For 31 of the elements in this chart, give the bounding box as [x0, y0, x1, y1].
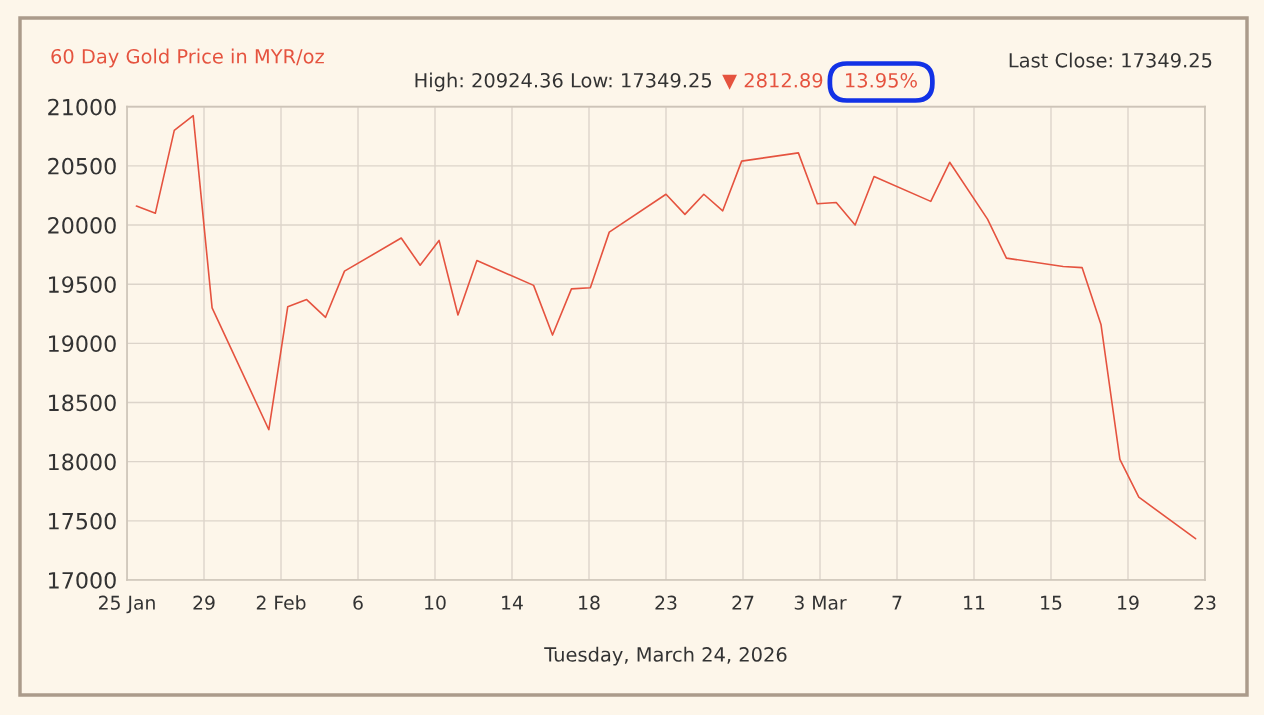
x-tick-label: 7: [892, 595, 902, 610]
x-tick-label: 25 Jan: [99, 595, 155, 614]
y-tick-label: 17000: [49, 571, 116, 589]
y-tick-label: 18000: [49, 453, 116, 471]
x-tick-label: 11: [964, 595, 985, 610]
chart-subtitle: High: 20924.36 Low: 17349.25: [415, 72, 712, 92]
y-tick-label: 19500: [49, 276, 116, 293]
text: ▼ 2812.89: [722, 72, 823, 90]
x-tick-label: 18: [579, 595, 600, 610]
x-tick-label: 23: [1194, 595, 1216, 610]
text: Last Close: 17349.25: [1009, 52, 1212, 68]
y-tick-label: 20000: [48, 216, 116, 234]
y-tick-label: 20500: [48, 157, 116, 175]
x-tick-label: 14: [502, 595, 523, 610]
y-tick-label: 18500: [49, 394, 116, 412]
x-tick-label: 10: [425, 595, 446, 610]
x-tick-label: 19: [1118, 595, 1139, 610]
text: 13.95%: [846, 72, 917, 88]
y-tick-label: 21000: [48, 98, 116, 116]
x-tick-label: 2 Feb: [256, 595, 306, 610]
x-tick-label: 15: [1041, 595, 1062, 610]
x-tick-label: 3 Mar: [794, 595, 847, 610]
x-tick-label: 6: [353, 595, 363, 610]
x-tick-label: 27: [732, 595, 754, 610]
x-tick-label: 29: [193, 595, 215, 610]
x-tick-label: 23: [655, 595, 677, 610]
chart-title: 60 Day Gold Price in MYR/oz: [51, 48, 324, 68]
line-series: [135, 114, 1197, 540]
y-tick-label: 19000: [49, 335, 116, 353]
y-tick-label: 17500: [49, 512, 116, 530]
x-axis-title: Tuesday, March 24, 2026: [544, 646, 787, 666]
